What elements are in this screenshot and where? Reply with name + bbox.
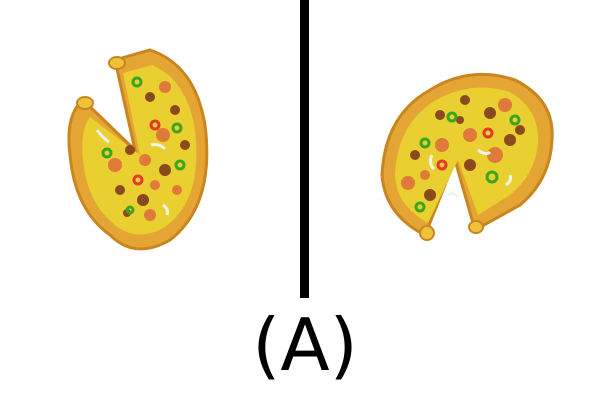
pizza-icon [67, 48, 209, 251]
right-pizza [370, 55, 560, 250]
left-pizza [55, 35, 230, 260]
pizza-icon [380, 72, 554, 241]
figure-label: (A) [252, 303, 358, 387]
divider-line [300, 0, 309, 298]
